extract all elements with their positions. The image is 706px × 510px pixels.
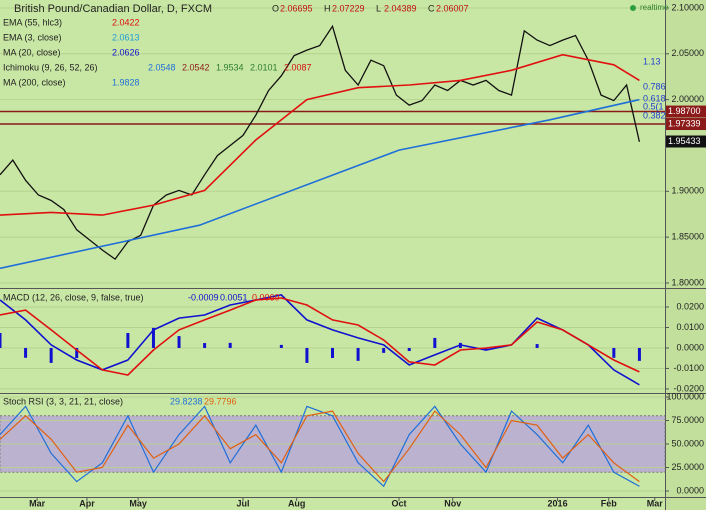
histogram-bar — [484, 347, 488, 351]
indicator-value: 2.0548 — [148, 62, 176, 72]
histogram-bar — [612, 347, 616, 358]
indicator-name: EMA (55, hlc3) — [3, 17, 62, 27]
price-line — [0, 53, 640, 216]
indicator-name: EMA (3, close) — [3, 32, 62, 42]
level-label-bg — [666, 118, 706, 131]
y-tick-label: 50.0000 — [671, 438, 704, 448]
axis-area — [665, 0, 706, 510]
indicator-name: MA (200, close) — [3, 77, 66, 87]
fib-label: 0.5(1 — [643, 101, 664, 111]
y-tick-label: 1.80000 — [671, 277, 704, 287]
y-tick-label: 0.0200 — [676, 301, 704, 311]
histogram-bar — [177, 336, 181, 348]
level-label-bg — [666, 105, 706, 118]
indicator-name: Ichimoku (9, 26, 52, 26) — [3, 62, 98, 72]
ohlc-name: O — [272, 3, 279, 13]
ohlc-value: 2.06695 — [280, 3, 313, 13]
fib-label: 0.382 — [643, 110, 666, 120]
histogram-bar — [228, 342, 232, 348]
indicator-value: 2.0542 — [182, 62, 210, 72]
status-dot — [630, 5, 636, 11]
y-tick-label: 0.0000 — [676, 342, 704, 352]
histogram-bar — [535, 344, 539, 348]
readout: 0.0060 — [252, 292, 280, 302]
indicator-name: MA (20, close) — [3, 47, 61, 57]
x-tick-label: Apr — [79, 498, 95, 508]
x-tick-label: Nov — [444, 498, 461, 508]
readout: 0.0051 — [220, 292, 248, 302]
y-tick-label: 2.00000 — [671, 94, 704, 104]
readout: -0.0009 — [188, 292, 219, 302]
readout: 29.8238 — [170, 396, 203, 406]
indicator-value: 1.9828 — [112, 77, 140, 87]
ohlc-name: L — [376, 3, 381, 13]
y-tick-label: 0.0100 — [676, 322, 704, 332]
y-tick-label: 25.0000 — [671, 462, 704, 472]
ohlc-value: 2.04389 — [384, 3, 417, 13]
indicator-value: 2.0613 — [112, 32, 140, 42]
ohlc-value: 2.06007 — [436, 3, 469, 13]
price-line — [0, 24, 641, 261]
y-tick-label: 2.10000 — [671, 2, 704, 12]
y-tick-label: 2.05000 — [671, 48, 704, 58]
histogram-bar — [637, 347, 641, 361]
y-tick-label: 100.0000 — [666, 391, 704, 401]
y-tick-label: 1.85000 — [671, 232, 704, 242]
x-tick-label: May — [129, 498, 147, 508]
x-tick-label: 2016 — [548, 498, 568, 508]
histogram-bar — [331, 347, 334, 358]
y-tick-label: -0.0100 — [673, 363, 704, 373]
indicator-value: 1.9534 — [216, 62, 244, 72]
histogram-bar — [305, 347, 309, 363]
x-tick-label: Jul — [236, 498, 249, 508]
panel-title: Stoch RSI (3, 3, 21, 21, close) — [3, 396, 123, 406]
fib-label: 1.13 — [643, 56, 661, 66]
ohlc-name: C — [428, 3, 435, 13]
histogram-bar — [382, 347, 386, 353]
indicator-value: 2.0626 — [112, 47, 140, 57]
histogram-bar — [151, 327, 155, 348]
histogram-bar — [49, 347, 53, 363]
fib-label: 0.618 — [643, 93, 666, 103]
x-tick-label: Mar — [29, 498, 46, 508]
level-label: 1.98700 — [668, 106, 701, 116]
last-price-label: 1.95433 — [668, 136, 701, 146]
y-tick-label: 0.0000 — [676, 485, 704, 495]
histogram-bar — [356, 347, 360, 361]
histogram-bar — [407, 347, 411, 352]
chart-title: British Pound/Canadian Dollar, D, FXCM — [14, 3, 212, 15]
indicator-value: 2.0101 — [250, 62, 278, 72]
histogram-bar — [75, 347, 79, 358]
indicator-value: 2.0422 — [112, 17, 140, 27]
histogram-bar — [126, 333, 130, 348]
histogram-bar — [203, 343, 207, 348]
histogram-bar — [0, 333, 2, 348]
status: realtime — [640, 3, 669, 12]
histogram-bar — [279, 344, 283, 348]
level-label: 1.97339 — [668, 118, 701, 128]
ohlc-value: 2.07229 — [332, 3, 365, 13]
fib-label: 0.786 — [643, 81, 666, 91]
price-line — [0, 98, 640, 270]
x-tick-label: Oct — [391, 498, 406, 508]
rsi-line — [0, 410, 640, 483]
last-price-bg — [666, 135, 706, 148]
rsi-line — [0, 405, 640, 488]
x-tick-label: Aug — [288, 498, 306, 508]
ohlc-name: H — [324, 3, 331, 13]
macd-line — [0, 294, 640, 386]
histogram-bar — [433, 337, 437, 348]
y-tick-label: -0.0200 — [673, 383, 704, 393]
panel-title: MACD (12, 26, close, 9, false, true) — [3, 292, 144, 302]
y-tick-label: 75.0000 — [671, 415, 704, 425]
y-tick-label: 1.90000 — [671, 186, 704, 196]
x-tick-label: Feb — [601, 498, 618, 508]
readout: 29.7796 — [204, 396, 237, 406]
macd-line — [0, 297, 640, 376]
indicator-value: 2.0087 — [284, 62, 312, 72]
x-tick-label: Mar — [647, 498, 664, 508]
histogram-bar — [24, 347, 28, 358]
